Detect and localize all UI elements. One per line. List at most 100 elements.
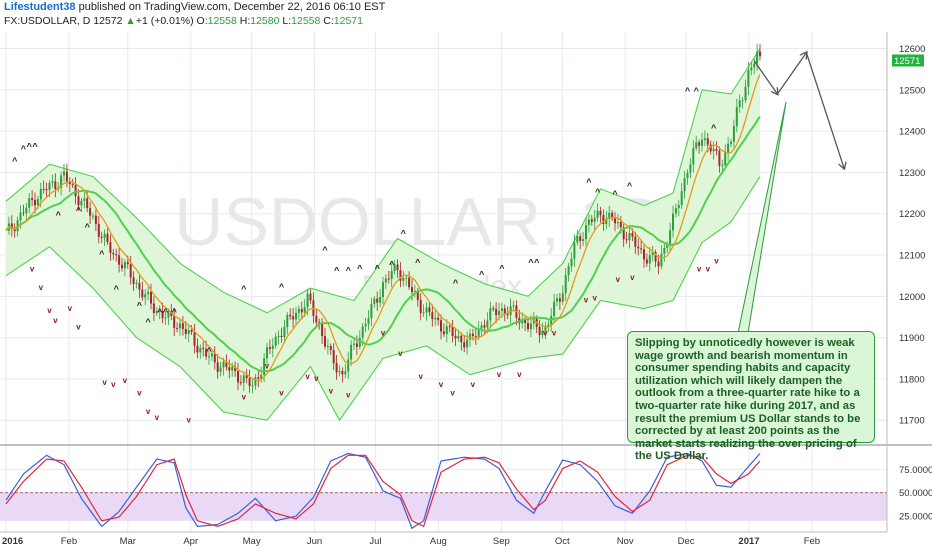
- slow-moving-average: [5, 116, 761, 373]
- signal-markers: ^^ ^ ^^ ^^^^^^^ ^ ^^^ ^^^ ^ ^ ^ ^^^^^^^ ^^^ ^^^ ^^vvv…: [12, 86, 719, 424]
- candle-body: [469, 333, 471, 340]
- candle-body: [231, 366, 234, 371]
- candle-body: [579, 236, 582, 241]
- buy-marker: ^: [586, 177, 592, 187]
- candle-body: [118, 255, 121, 265]
- candle: [187, 325, 190, 343]
- candle-body: [706, 138, 709, 145]
- candle-body: [141, 289, 144, 298]
- buy-marker: ^: [137, 301, 143, 311]
- candle-body: [744, 86, 747, 101]
- candle-body: [463, 342, 466, 348]
- author-link[interactable]: Lifestudent38: [4, 1, 76, 13]
- candle-body: [152, 303, 155, 314]
- candle-body: [474, 336, 477, 338]
- buy-marker: ^: [479, 270, 485, 280]
- low-label: L:: [282, 15, 292, 27]
- candle: [150, 283, 152, 310]
- candle: [312, 292, 315, 324]
- candle-body: [364, 324, 367, 327]
- candle: [80, 197, 83, 213]
- candle: [25, 203, 28, 222]
- candle-body: [689, 164, 692, 173]
- candle-body: [326, 346, 329, 348]
- sell-marker: v: [584, 296, 589, 305]
- close-label: C:: [323, 15, 334, 27]
- candle: [34, 192, 36, 214]
- symbol-name[interactable]: FX:USDOLLAR, D: [4, 15, 91, 27]
- candle: [138, 275, 141, 298]
- candle: [393, 260, 396, 275]
- candle-body: [434, 317, 437, 320]
- candle-body: [448, 326, 451, 328]
- candle: [89, 201, 92, 224]
- candle-body: [312, 300, 315, 316]
- upper-band: [5, 48, 761, 314]
- candle-body: [695, 142, 698, 149]
- candle: [135, 279, 138, 289]
- candle-body: [738, 100, 741, 108]
- candle-body: [698, 142, 701, 146]
- candle-body: [619, 222, 622, 228]
- candle: [741, 96, 744, 109]
- time-tick-label: Oct: [555, 536, 570, 547]
- candle: [164, 310, 167, 325]
- sell-marker: v: [630, 273, 635, 282]
- candle-body: [602, 215, 605, 225]
- candle-body: [77, 196, 80, 206]
- candle-body: [715, 149, 718, 151]
- candle: [338, 365, 341, 377]
- candle: [390, 263, 393, 288]
- buy-marker: ^: [357, 264, 363, 274]
- candle-body: [167, 310, 170, 318]
- sell-marker: v: [102, 378, 107, 387]
- candle-body: [445, 326, 448, 335]
- candle: [373, 295, 376, 308]
- price-tick-label: 12200: [899, 209, 925, 220]
- candle-body: [666, 245, 669, 249]
- candle: [109, 234, 112, 261]
- candle-body: [19, 212, 22, 221]
- candle-body: [335, 363, 338, 373]
- candle: [167, 308, 170, 326]
- candle: [582, 231, 585, 247]
- candle: [129, 255, 132, 285]
- candle: [622, 223, 625, 247]
- buy-marker: ^: [12, 156, 18, 166]
- buy-marker: ^: [346, 266, 352, 276]
- candle-body: [179, 323, 181, 329]
- candle-body: [408, 277, 411, 288]
- candle-body: [582, 239, 585, 241]
- candle-body: [599, 210, 602, 216]
- candle-body: [60, 175, 63, 188]
- candle-body: [115, 254, 118, 256]
- candle-body: [367, 318, 370, 325]
- candle-body: [422, 312, 425, 314]
- candle-body: [202, 347, 205, 349]
- candle: [593, 209, 596, 231]
- candle-body: [277, 335, 280, 337]
- sell-marker: v: [706, 265, 711, 274]
- candle: [677, 199, 680, 217]
- candle: [556, 294, 558, 307]
- candle-body: [266, 347, 268, 359]
- candle: [611, 210, 614, 222]
- candle: [561, 285, 564, 306]
- close-value: 12571: [333, 15, 363, 27]
- price-tick-label: 12600: [899, 44, 925, 55]
- candle-body: [190, 330, 193, 333]
- candle-body: [228, 367, 231, 371]
- buy-marker: ^: [612, 189, 618, 199]
- buy-marker: ^: [114, 284, 120, 294]
- candle-body: [94, 215, 97, 224]
- price-tick-label: 11800: [899, 374, 925, 385]
- candle: [463, 334, 466, 353]
- sell-marker: v: [497, 370, 502, 379]
- candle-body: [477, 328, 480, 337]
- candle-body: [216, 362, 219, 372]
- candle-body: [741, 100, 744, 102]
- candle-body: [121, 264, 123, 269]
- candle-body: [587, 219, 590, 226]
- candle: [408, 271, 411, 291]
